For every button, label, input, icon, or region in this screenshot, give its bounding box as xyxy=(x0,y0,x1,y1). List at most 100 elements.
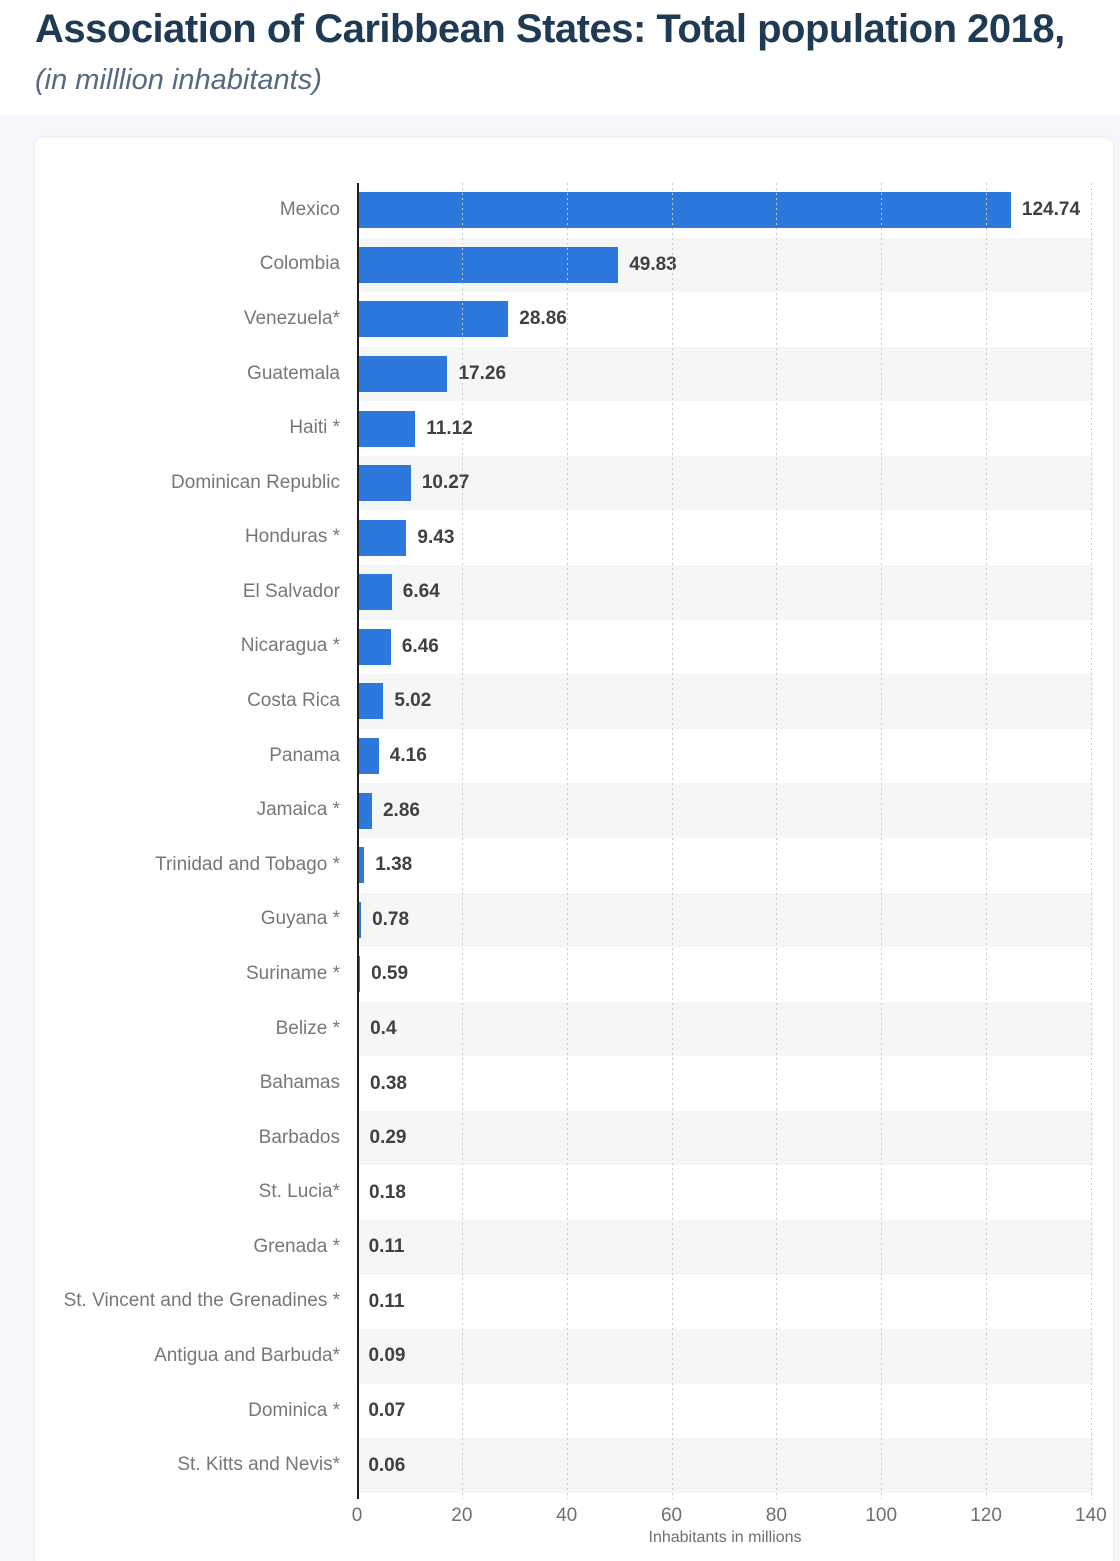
bar[interactable] xyxy=(357,792,372,829)
bar[interactable] xyxy=(357,301,509,338)
category-label: Colombia xyxy=(259,253,340,275)
category-label: Dominica * xyxy=(248,1399,340,1421)
bar[interactable] xyxy=(357,628,391,665)
chart-row: Dominican Republic 10.27 xyxy=(35,455,1093,511)
chart-row: Guatemala 17.26 xyxy=(35,346,1093,402)
bar[interactable] xyxy=(357,574,392,611)
chart-row: Honduras * 9.43 xyxy=(35,510,1093,565)
chart-row: St. Kitts and Nevis* 0.06 xyxy=(35,1438,1093,1493)
chart-card: Mexico 124.74 Colombia 49.83 Venezuela* 28.86… xyxy=(35,138,1113,1561)
category-label: St. Kitts and Nevis* xyxy=(177,1454,340,1476)
bar[interactable] xyxy=(357,847,365,884)
chart-row: St. Lucia* 0.18 xyxy=(35,1165,1093,1220)
page-subtitle: (in milllion inhabitants) xyxy=(35,64,322,96)
value-label: 0.11 xyxy=(368,1290,405,1312)
row-plot-area: 6.64 xyxy=(357,565,1093,620)
chart-row: Nicaragua * 6.46 xyxy=(35,620,1093,675)
chart-row: Guyana * 0.78 xyxy=(35,892,1093,948)
category-label: Costa Rica xyxy=(247,690,340,712)
x-tick-label: 60 xyxy=(660,1504,683,1526)
bar[interactable] xyxy=(357,192,1011,229)
value-label: 0.11 xyxy=(368,1236,405,1258)
row-plot-area: 49.83 xyxy=(357,237,1093,293)
chart-row: Jamaica * 2.86 xyxy=(35,783,1093,838)
category-label: Venezuela* xyxy=(243,308,340,329)
chart-rows: Mexico 124.74 Colombia 49.83 Venezuela* 28.86… xyxy=(35,183,1113,1499)
value-label: 6.64 xyxy=(402,581,440,603)
chart-row: Grenada * 0.11 xyxy=(35,1219,1093,1275)
value-label: 5.02 xyxy=(394,690,432,712)
row-plot-area: 2.86 xyxy=(357,783,1093,838)
bar[interactable] xyxy=(357,519,407,556)
chart-row: St. Vincent and the Grenadines * 0.11 xyxy=(35,1275,1093,1330)
value-label: 0.4 xyxy=(370,1017,397,1039)
chart-row: Colombia 49.83 xyxy=(35,237,1093,293)
chart-row: Trinidad and Tobago * 1.38 xyxy=(35,838,1093,893)
row-plot-area: 4.16 xyxy=(357,729,1093,784)
row-plot-area: 10.27 xyxy=(357,455,1093,511)
value-label: 0.78 xyxy=(372,908,410,930)
category-label: Haiti * xyxy=(289,417,340,439)
bar[interactable] xyxy=(357,901,362,938)
row-plot-area: 0.59 xyxy=(357,947,1093,1002)
category-label: Antigua and Barbuda* xyxy=(154,1344,340,1366)
category-label: St. Lucia* xyxy=(258,1181,340,1203)
chart-row: Venezuela* 28.86 xyxy=(35,292,1093,347)
value-label: 0.07 xyxy=(368,1400,406,1421)
chart-row: Panama 4.16 xyxy=(35,729,1093,784)
x-tick-label: 120 xyxy=(970,1504,1002,1526)
category-label: Trinidad and Tobago * xyxy=(155,853,340,875)
x-axis-title: Inhabitants in millions xyxy=(648,1528,802,1546)
row-plot-area: 0.78 xyxy=(357,892,1093,948)
value-label: 10.27 xyxy=(421,472,470,494)
category-label: Honduras * xyxy=(244,526,340,548)
value-label: 11.12 xyxy=(426,417,473,439)
value-label: 17.26 xyxy=(458,363,507,385)
bar[interactable] xyxy=(357,683,384,720)
row-plot-area: 11.12 xyxy=(357,401,1093,456)
value-label: 2.86 xyxy=(382,799,420,821)
category-label: Panama xyxy=(269,744,340,766)
chart-row: El Salvador 6.64 xyxy=(35,565,1093,620)
chart-row: Antigua and Barbuda* 0.09 xyxy=(35,1329,1093,1384)
page-header: Association of Caribbean States: Total p… xyxy=(0,0,1120,115)
row-plot-area: 0.11 xyxy=(357,1275,1093,1330)
chart-row: Belize * 0.4 xyxy=(35,1001,1093,1057)
x-tick-label: 40 xyxy=(556,1504,578,1526)
bar[interactable] xyxy=(357,738,379,775)
x-tick-label: 80 xyxy=(765,1504,787,1526)
category-label: Guyana * xyxy=(260,908,340,930)
chart-row: Mexico 124.74 xyxy=(35,183,1093,238)
row-plot-area: 0.09 xyxy=(357,1329,1093,1384)
x-tick-label: 20 xyxy=(451,1504,473,1526)
category-label: Nicaragua * xyxy=(240,635,340,657)
value-label: 9.43 xyxy=(417,526,455,548)
chart-row: Dominica * 0.07 xyxy=(35,1384,1093,1439)
bar[interactable] xyxy=(357,465,411,502)
row-plot-area: 0.29 xyxy=(357,1110,1093,1166)
category-label: St. Vincent and the Grenadines * xyxy=(63,1290,340,1312)
bar[interactable] xyxy=(357,246,619,283)
row-plot-area: 0.07 xyxy=(357,1384,1093,1439)
row-plot-area: 5.02 xyxy=(357,674,1093,729)
chart-row: Costa Rica 5.02 xyxy=(35,674,1093,729)
chart-row: Suriname * 0.59 xyxy=(35,947,1093,1002)
category-label: Guatemala xyxy=(247,362,340,384)
category-label: Grenada * xyxy=(253,1235,340,1257)
row-plot-area: 17.26 xyxy=(357,346,1093,402)
row-plot-area: 0.06 xyxy=(357,1438,1093,1493)
row-plot-area: 0.18 xyxy=(357,1165,1093,1220)
row-plot-area: 124.74 xyxy=(357,183,1093,238)
category-label: El Salvador xyxy=(242,580,340,602)
value-label: 1.38 xyxy=(375,854,413,876)
bar[interactable] xyxy=(357,410,416,447)
x-tick-label: 140 xyxy=(1075,1504,1107,1526)
category-label: Barbados xyxy=(258,1126,340,1148)
x-tick-label: 0 xyxy=(351,1504,363,1526)
row-plot-area: 0.4 xyxy=(357,1001,1093,1057)
value-label: 4.16 xyxy=(389,745,427,767)
row-plot-area: 6.46 xyxy=(357,620,1093,675)
category-label: Dominican Republic xyxy=(171,471,340,493)
category-label: Jamaica * xyxy=(256,799,340,821)
bar[interactable] xyxy=(357,356,448,393)
